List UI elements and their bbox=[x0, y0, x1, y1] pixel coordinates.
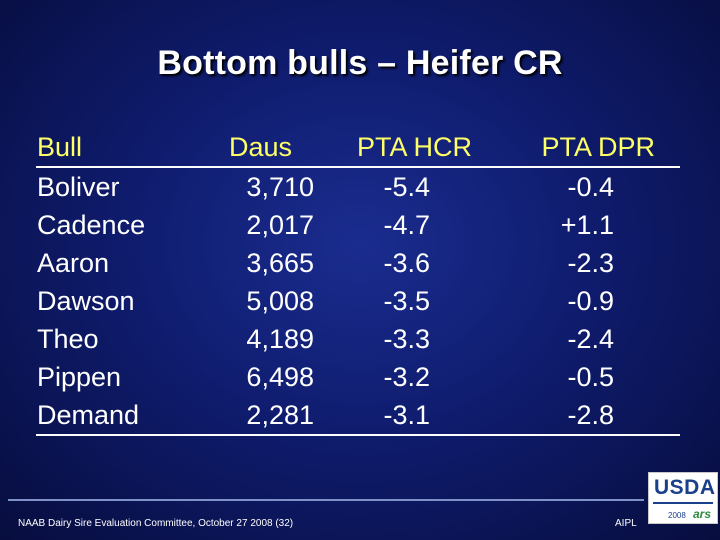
cell-bull: Dawson bbox=[37, 286, 135, 316]
table-row: Cadence 2,017 -4.7 +1.1 bbox=[36, 206, 680, 244]
table-header-row: Bull Daus PTA HCR PTA DPR bbox=[36, 128, 680, 168]
cell-bull: Aaron bbox=[37, 248, 110, 278]
cell-bull: Demand bbox=[37, 400, 140, 430]
cell-pta-hcr: -3.6 bbox=[383, 248, 430, 278]
cell-daus: 2,281 bbox=[246, 400, 314, 430]
header-pta-hcr: PTA HCR bbox=[356, 132, 472, 162]
header-bull: Bull bbox=[37, 132, 83, 162]
table-row: Demand 2,281 -3.1 -2.8 bbox=[36, 396, 680, 436]
cell-bull: Cadence bbox=[37, 210, 146, 240]
logo-rule bbox=[653, 502, 713, 504]
table-row: Boliver 3,710 -5.4 -0.4 bbox=[36, 168, 680, 206]
slide-title: Bottom bulls – Heifer CR bbox=[157, 44, 563, 82]
table-row: Theo 4,189 -3.3 -2.4 bbox=[36, 320, 680, 358]
cell-pta-dpr: -2.8 bbox=[567, 400, 614, 430]
cell-daus: 2,017 bbox=[246, 210, 314, 240]
cell-bull: Theo bbox=[37, 324, 99, 354]
footer-divider bbox=[8, 499, 644, 501]
cell-daus: 6,498 bbox=[246, 362, 314, 392]
cell-bull: Pippen bbox=[37, 362, 122, 392]
cell-daus: 4,189 bbox=[246, 324, 314, 354]
table-row: Pippen 6,498 -3.2 -0.5 bbox=[36, 358, 680, 396]
cell-pta-dpr: -0.9 bbox=[567, 286, 614, 316]
cell-daus: 3,665 bbox=[246, 248, 314, 278]
bulls-table: Bull Daus PTA HCR PTA DPR Boliver 3,710 … bbox=[36, 128, 680, 436]
usda-logo: USDA 2008 ars bbox=[648, 472, 718, 524]
cell-daus: 3,710 bbox=[246, 172, 314, 202]
cell-pta-hcr: -3.1 bbox=[383, 400, 430, 430]
logo-year: 2008 bbox=[668, 511, 686, 520]
table-row: Dawson 5,008 -3.5 -0.9 bbox=[36, 282, 680, 320]
footer-citation: NAAB Dairy Sire Evaluation Committee, Oc… bbox=[18, 518, 294, 529]
cell-pta-hcr: -3.5 bbox=[383, 286, 430, 316]
cell-pta-dpr: -0.4 bbox=[567, 172, 614, 202]
cell-pta-dpr: -0.5 bbox=[567, 362, 614, 392]
cell-pta-hcr: -3.2 bbox=[383, 362, 430, 392]
cell-pta-dpr: -2.3 bbox=[567, 248, 614, 278]
footer-org: AIPL bbox=[615, 518, 637, 529]
cell-pta-dpr: -2.4 bbox=[567, 324, 614, 354]
table-row: Aaron 3,665 -3.6 -2.3 bbox=[36, 244, 680, 282]
cell-pta-hcr: -5.4 bbox=[383, 172, 430, 202]
cell-pta-hcr: -4.7 bbox=[383, 210, 430, 240]
cell-pta-dpr: +1.1 bbox=[560, 210, 614, 240]
cell-daus: 5,008 bbox=[246, 286, 314, 316]
cell-bull: Boliver bbox=[37, 172, 120, 202]
ars-logo-text: ars bbox=[693, 507, 712, 521]
header-daus: Daus bbox=[228, 132, 292, 162]
header-pta-dpr: PTA DPR bbox=[541, 132, 655, 162]
cell-pta-hcr: -3.3 bbox=[383, 324, 430, 354]
usda-logo-text: USDA bbox=[654, 476, 716, 499]
